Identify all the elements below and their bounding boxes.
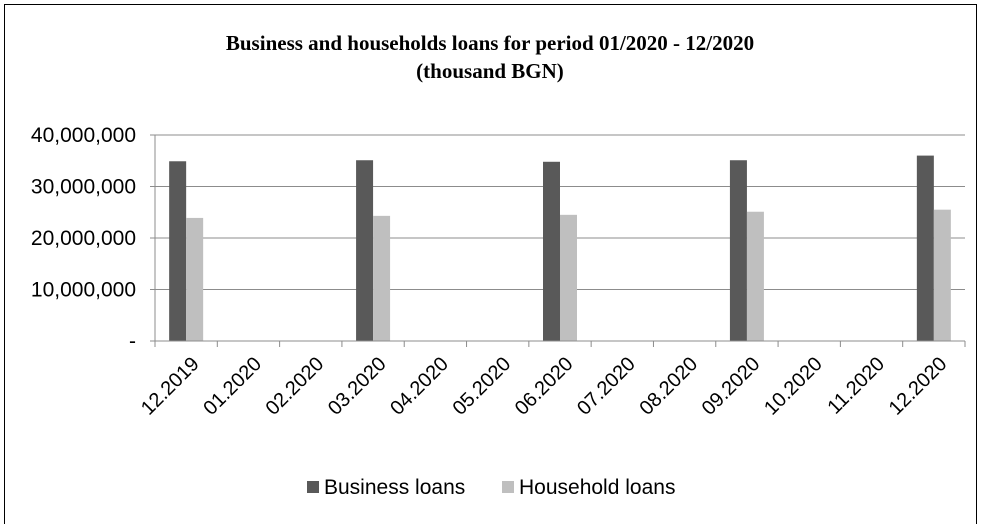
x-tick-label: 10.2020 xyxy=(760,353,827,420)
bar-business-loans xyxy=(169,161,187,341)
y-tick-label: 20,000,000 xyxy=(31,227,136,250)
y-tick-label: 40,000,000 xyxy=(31,124,136,147)
legend-label: Business loans xyxy=(324,476,465,499)
x-tick-label: 08.2020 xyxy=(635,353,702,420)
bars xyxy=(169,155,951,341)
x-tick-label: 05.2020 xyxy=(449,353,516,420)
x-tick-label: 06.2020 xyxy=(511,353,578,420)
chart-title-line-1: Business and households loans for period… xyxy=(226,31,754,55)
x-tick-label: 02.2020 xyxy=(262,353,329,420)
x-tick-label: 04.2020 xyxy=(386,353,453,420)
bar-household-loans xyxy=(186,217,204,341)
chart-title-line-2: (thousand BGN) xyxy=(416,59,564,83)
axes xyxy=(154,135,966,347)
legend-label: Household loans xyxy=(519,476,675,499)
bar-household-loans xyxy=(373,215,391,341)
bar-business-loans xyxy=(356,160,374,341)
bar-business-loans xyxy=(729,160,747,341)
y-tick-label: 10,000,000 xyxy=(31,279,136,302)
bar-business-loans xyxy=(916,155,934,341)
bar-household-loans xyxy=(560,214,577,341)
x-tick-label: 11.2020 xyxy=(823,353,889,419)
y-tick-label: - xyxy=(129,330,136,353)
y-axis-tick-labels: - 10,000,000 20,000,000 30,000,000 40,000,00… xyxy=(31,124,136,353)
chart-frame xyxy=(4,4,977,524)
x-tick-label: 12.2019 xyxy=(137,353,204,420)
legend-swatch xyxy=(307,481,319,493)
x-tick-label: 01.2020 xyxy=(199,353,266,420)
y-tick-label: 30,000,000 xyxy=(31,176,136,199)
legend: Business loans Household loans xyxy=(307,476,675,499)
x-tick-label: 07.2020 xyxy=(573,353,640,420)
bar-business-loans xyxy=(543,161,560,341)
x-tick-label: 09.2020 xyxy=(698,353,765,420)
bar-household-loans xyxy=(746,211,764,341)
bar-household-loans xyxy=(933,209,951,341)
x-axis-tick-labels: 12.201901.202002.202003.202004.202005.20… xyxy=(137,353,951,420)
x-tick-label: 12.2020 xyxy=(885,353,952,420)
legend-swatch xyxy=(502,481,514,493)
x-tick-label: 03.2020 xyxy=(324,353,391,420)
